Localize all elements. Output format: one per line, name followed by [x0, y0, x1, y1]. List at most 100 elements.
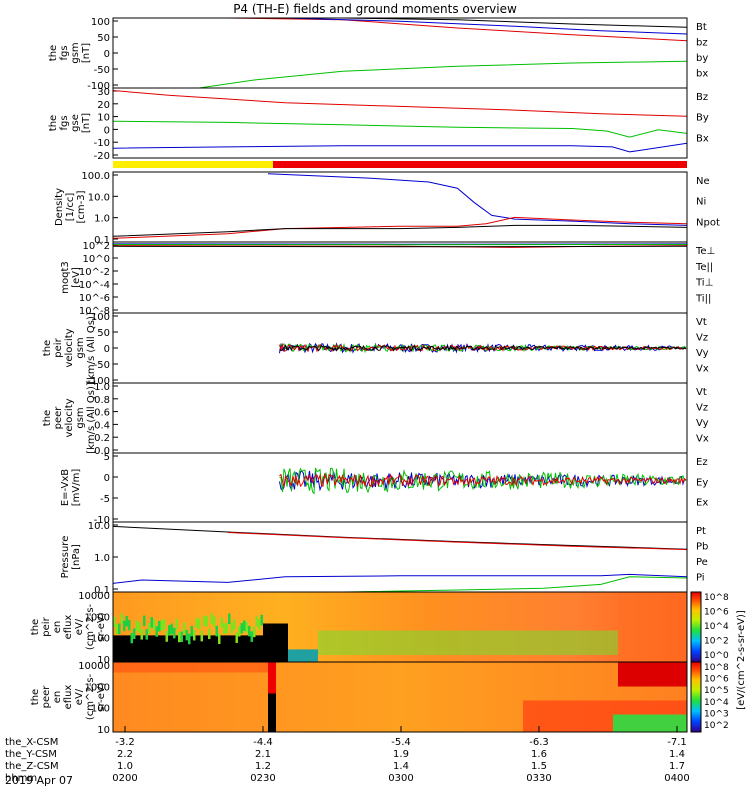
spec-band [113, 662, 268, 673]
ylabel-peer-3: gsm [75, 407, 86, 428]
legend-density-0: Ne [696, 176, 710, 187]
ytick-label-fgs2-3: 0 [104, 125, 110, 136]
ylabel-peir_spec-5: (cm^2-s- [85, 603, 96, 650]
series-fgs2-Bx [112, 142, 688, 153]
spec-band [618, 662, 687, 687]
ylabel-fgs-2: gsm [70, 42, 81, 63]
spec-speck [220, 617, 223, 628]
spec-speck [235, 632, 238, 643]
axis-row-value-1-3: 1.6 [531, 749, 547, 760]
ylabel-density-1: [1/cc] [65, 193, 76, 222]
ytick-label-moqt-1: 10^0 [83, 254, 110, 265]
legend-fgs2-2: Bx [696, 133, 709, 144]
frame-moqt [112, 241, 688, 314]
panel-moqt: moqt3 [eV] 10^2 10^0 10^-2 10^-4 10^-6 10^-8 Te⊥… [60, 241, 715, 317]
spec-speck [203, 615, 206, 626]
axis-row-value-3-1: 0230 [250, 773, 275, 784]
ylabel-peer_spec-3: eflux [63, 685, 74, 710]
ytick-label-efield-2: -5 [100, 494, 110, 505]
ytick-label-peer-2: 0.6 [94, 408, 110, 419]
spec-speck [140, 629, 143, 640]
ylabel-peer_spec-4: eV/ [74, 688, 85, 705]
spec-gap [263, 623, 288, 662]
axis-row-value-3-3: 0330 [526, 773, 551, 784]
legend-density-2: Npot [696, 217, 720, 228]
spec-speck [205, 616, 208, 627]
spec-speck [160, 620, 163, 631]
panel-peir_spec: the peir en eflux eV/(cm^2-s-sr-eV) 10000 1000… [30, 591, 729, 666]
ytick-label-density-0: 100.0 [81, 171, 110, 182]
axis-row-value-0-4: -7.1 [667, 737, 687, 748]
series-pressure-Pe [256, 576, 688, 593]
ylabel-peer-0: the [42, 410, 53, 426]
ylabel-efield-0: E=-VxB [60, 469, 71, 506]
spec-speck [135, 620, 138, 631]
ylabel-fgs2-2: gse [70, 114, 81, 132]
series-fgs-by [199, 60, 688, 89]
spec-speck [210, 613, 213, 624]
axis-row-value-1-4: 1.4 [669, 749, 685, 760]
noise-efield-1 [279, 467, 687, 495]
legend-fgs-0: Bt [696, 22, 707, 33]
ytick-label-fgs2-4: -10 [94, 138, 110, 149]
ylabel-peir-3: gsm [75, 337, 86, 358]
ytick-label-fgs-3: -50 [94, 65, 110, 76]
spec-speck [118, 623, 121, 634]
ytick-label-efield-1: 0 [104, 473, 110, 484]
panel-pressure: Pressure [nPa] 10.0 1.0 0.1 Pt Pb Pe Pi [60, 521, 708, 596]
legend-density-1: Ni [696, 197, 706, 208]
ytick-label-peer_spec-3: 10 [97, 725, 110, 736]
axis-row-value-2-3: 1.5 [531, 761, 547, 772]
colorbar-tick-peer_spec-3: 10^4 [704, 698, 729, 708]
legend-moqt-3: Ti|| [695, 293, 711, 304]
ytick-label-fgs-0: 100 [91, 17, 110, 28]
ytick-label-peir_spec-3: 10 [97, 655, 110, 666]
ylabel-peer-1: peer [53, 406, 64, 430]
spec-speck [233, 619, 236, 630]
colorbar-peir_spec [690, 591, 702, 663]
spec-band [318, 630, 618, 655]
spec-speck [180, 631, 183, 643]
ytick-label-fgs-4: -100 [87, 81, 110, 92]
spec-speck [143, 615, 146, 627]
ylabel-peir-2: velocity [64, 328, 75, 367]
ylabel-peir-0: the [42, 340, 53, 356]
spec-speck [128, 619, 131, 631]
time-axis: the_X-CSM -3.2 -4.4 -5.4 -6.3 -7.1 the_Y-CSM 2.… [5, 726, 690, 784]
spec-speck [258, 619, 261, 630]
ytick-label-pressure-1: 1.0 [94, 553, 110, 564]
panel-fgs: the fgs gsm [nT] 100 50 0 -50 -100 Bt bz by bx [48, 17, 708, 92]
axis-row-value-2-1: 1.2 [255, 761, 271, 772]
spec-speck [200, 630, 203, 642]
ylabel-fgs-0: the [48, 45, 59, 61]
spec-speck [168, 625, 171, 636]
series-moqt-Te|| [112, 245, 688, 248]
spec-speck [138, 622, 141, 633]
ytick-label-fgs-2: 0 [104, 49, 110, 60]
ylabel-peir_spec-6: sr-eV) [96, 612, 107, 641]
ytick-label-peer-1: 0.8 [94, 395, 110, 406]
series-fgs-Bt [113, 17, 688, 28]
spec-speck [243, 620, 246, 631]
legend-pressure-1: Pb [696, 542, 708, 553]
ytick-label-moqt-3: 10^-4 [79, 280, 110, 291]
series-density-Ne [112, 216, 688, 239]
axis-row-value-3-2: 0300 [388, 773, 413, 784]
ylabel-peer_spec-2: en [52, 691, 63, 704]
colorbar-tick-peir_spec-3: 10^2 [704, 637, 729, 647]
ylabel-fgs-1: fgs [59, 45, 70, 60]
spec-speck [255, 616, 258, 627]
colorbar-tick-peir_spec-1: 10^6 [704, 608, 729, 618]
ytick-label-peer_spec-1: 1000 [85, 682, 110, 693]
legend-pressure-3: Pi [696, 573, 705, 584]
spec-speck [145, 629, 148, 640]
axis-row-value-2-0: 1.0 [117, 761, 133, 772]
legend-efield-0: Ez [696, 457, 708, 468]
spec-speck [228, 613, 231, 624]
spec-speck [188, 633, 191, 645]
spec-speck [190, 625, 193, 637]
ylabel-moqt-0: moqt3 [60, 261, 71, 294]
ytick-label-peer_spec-2: 100 [91, 704, 110, 715]
ytick-label-pressure-0: 10.0 [88, 521, 110, 532]
